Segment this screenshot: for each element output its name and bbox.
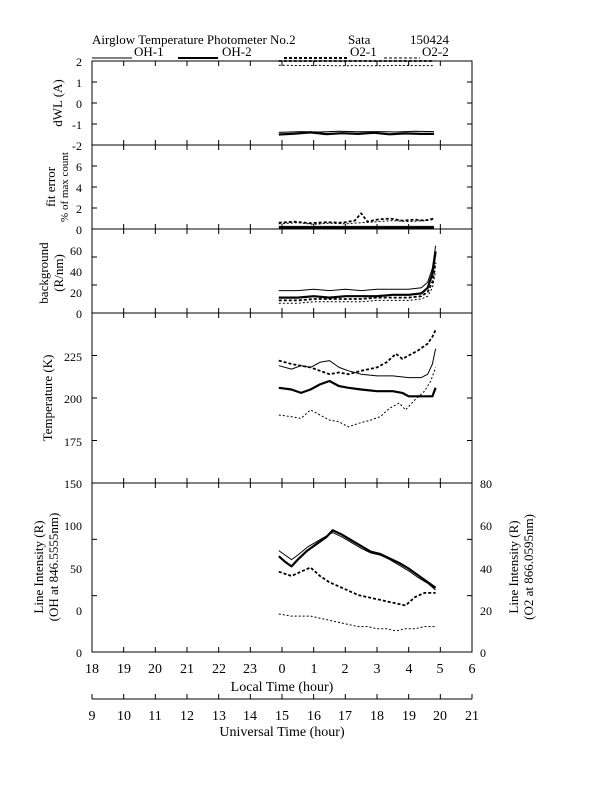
xtick-local-3: 3 (374, 662, 381, 677)
ytick-dwl-0: 0 (76, 97, 82, 111)
ytick-dwl-1: 1 (76, 76, 82, 90)
xtick-local-21: 21 (180, 662, 194, 677)
panel-background-frame (91, 228, 473, 314)
title-date: 150424 (410, 32, 450, 47)
ylabel-int-left-2: (OH at 846.5555nm) (46, 513, 61, 622)
ylabel-fit-1: fit error (43, 166, 58, 207)
xtick-local-4: 4 (406, 662, 413, 677)
ytick-fit-0: 0 (76, 223, 82, 237)
series-fit-error-o2-2 (278, 219, 435, 225)
ytick-bg-60: 60 (70, 244, 82, 258)
series-temperature-oh-1 (278, 348, 437, 379)
xtick-ut-16: 16 (307, 709, 321, 724)
series-lines (278, 60, 437, 632)
xtick-ut-20: 20 (433, 709, 447, 724)
xtick-ut-12: 12 (180, 709, 194, 724)
ylabel-dwl: dWL (A) (50, 79, 65, 127)
series-background-oh-1 (278, 245, 437, 292)
ytick-int-0: 0 (76, 646, 82, 660)
ytick-temp-175: 175 (64, 435, 82, 449)
xtick-ut-13: 13 (212, 709, 226, 724)
panel-temperature-frame (91, 312, 473, 484)
series-temperature-o2-1 (278, 329, 437, 376)
ytick-temp-200: 200 (64, 392, 82, 406)
ylabel-fit-2: % of max count (59, 152, 71, 222)
ytick-dwl-m1: -1 (72, 118, 82, 132)
xtick-ut-10: 10 (117, 709, 131, 724)
ytick-bg-40: 40 (70, 265, 82, 279)
ytick-temp-150: 150 (64, 477, 82, 491)
xtick-local-23: 23 (243, 662, 257, 677)
tick-marks (91, 60, 473, 699)
series-temperature-o2-2 (278, 367, 437, 428)
xtick-ut-9: 9 (89, 709, 96, 724)
legend-label-oh2: OH-2 (222, 44, 252, 59)
ytick-bg-20: 20 (70, 286, 82, 300)
xtick-ut-21: 21 (465, 709, 479, 724)
series-line-intensity-oh-2 (278, 529, 437, 589)
series-line-intensity-o2-2 (278, 613, 436, 632)
ylabel-bg-2: (R/nm) (51, 254, 66, 292)
xlabel-universal: Universal Time (hour) (219, 725, 345, 740)
ytick-dwl-2: 2 (76, 55, 82, 69)
title-site: Sata (348, 32, 371, 47)
ytick-fit-2: 2 (76, 202, 82, 216)
ytick-intr-60: 60 (480, 519, 492, 533)
legend: OH-1 OH-2 O2-1 O2-2 (92, 44, 449, 59)
ytick-fit-6: 6 (76, 160, 82, 174)
xtick-ut-18: 18 (370, 709, 384, 724)
xtick-local-2: 2 (342, 662, 349, 677)
series-dwl-oh-2 (278, 131, 434, 136)
ylabel-int-right-1: Line Intensity (R) (506, 520, 521, 613)
title-instrument: Airglow Temperature Photometer No.2 (92, 32, 296, 47)
panel-intensity-frame (91, 482, 473, 653)
xtick-local-19: 19 (117, 662, 131, 677)
xtick-local-18: 18 (85, 662, 99, 677)
series-fit-error-o2-1 (278, 212, 435, 225)
series-dwl-o2-2 (278, 64, 434, 67)
ytick-intr-40: 40 (480, 562, 492, 576)
panel-fit-error-frame (91, 144, 473, 230)
series-background-o2-1 (278, 262, 437, 302)
series-line-intensity-oh-1 (278, 532, 436, 591)
ytick-int-100: 100 (64, 519, 82, 533)
ytick-temp-225: 225 (64, 350, 82, 364)
legend-label-o21: O2-1 (350, 44, 377, 59)
xlabel-local: Local Time (hour) (231, 680, 334, 695)
xtick-ut-19: 19 (402, 709, 416, 724)
ytick-dwl-m2: -2 (72, 139, 82, 153)
series-background-o2-2 (278, 270, 437, 304)
ytick-int-50: 50 (70, 562, 82, 576)
xtick-ut-11: 11 (148, 709, 161, 724)
xtick-ut-17: 17 (338, 709, 352, 724)
xtick-local-5: 5 (437, 662, 444, 677)
ylabel-int-right-2: (O2 at 866.0595nm) (521, 514, 536, 620)
xtick-local-1: 1 (311, 662, 318, 677)
legend-label-oh1: OH-1 (134, 44, 164, 59)
ylabel-bg-1: background (36, 242, 51, 304)
xtick-local-0: 0 (279, 662, 286, 677)
xtick-local-group: 18 19 20 21 22 23 0 1 2 3 4 5 6 (85, 662, 476, 677)
xtick-ut-14: 14 (243, 709, 257, 724)
legend-label-o22: O2-2 (422, 44, 449, 59)
ytick-intr-0: 0 (480, 646, 486, 660)
xtick-ut-group: 9 10 11 12 13 14 15 16 17 18 19 20 21 (89, 709, 480, 724)
ylabel-int-left-1: Line Intensity (R) (31, 520, 46, 613)
series-background-oh-2 (278, 251, 437, 299)
xtick-local-6: 6 (469, 662, 476, 677)
series-temperature-oh-2 (278, 379, 437, 398)
ytick-fit-4: 4 (76, 181, 82, 195)
ylabel-temp: Temperature (K) (40, 355, 55, 442)
ytick-bg-0: 0 (76, 307, 82, 321)
series-line-intensity-o2-1 (278, 566, 436, 607)
xtick-ut-15: 15 (275, 709, 289, 724)
ytick-intr-20: 20 (480, 604, 492, 618)
xtick-local-22: 22 (212, 662, 226, 677)
ytick-int-0a: 0 (76, 604, 82, 618)
ytick-intr-80: 80 (480, 477, 492, 491)
xtick-local-20: 20 (148, 662, 162, 677)
